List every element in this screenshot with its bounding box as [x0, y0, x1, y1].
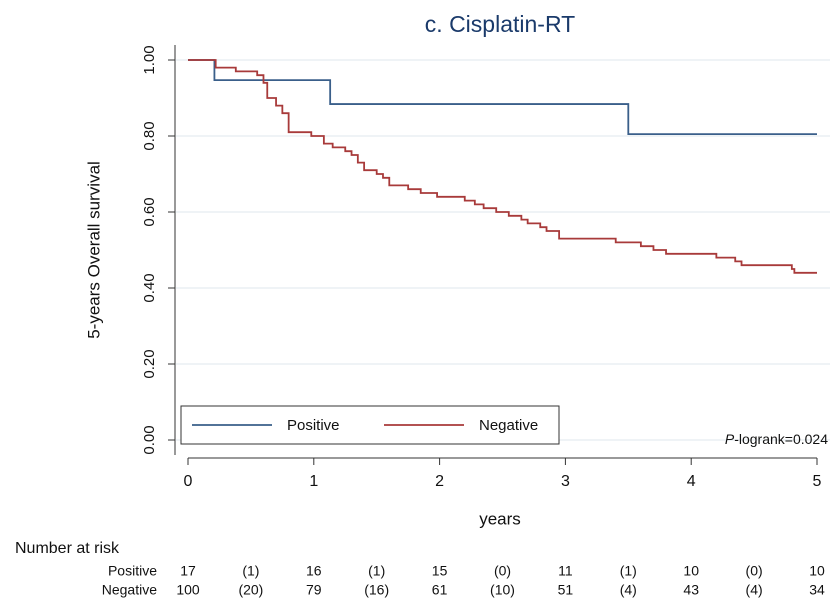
risk-cell: 79	[306, 582, 322, 598]
risk-cell: (20)	[238, 582, 263, 598]
x-tick-label: 1	[309, 473, 318, 490]
risk-cell: (4)	[746, 582, 763, 598]
x-tick-label: 5	[813, 473, 822, 490]
risk-cell: 43	[683, 582, 699, 598]
risk-cell: (4)	[620, 582, 637, 598]
legend-label: Negative	[479, 417, 538, 434]
risk-cell: 16	[306, 563, 322, 579]
risk-cell: (1)	[368, 563, 385, 579]
x-tick-label: 3	[561, 473, 570, 490]
y-tick-label: 0.00	[141, 425, 158, 454]
risk-cell: 15	[432, 563, 448, 579]
chart-title: c. Cisplatin-RT	[425, 11, 575, 37]
risk-cell: 10	[809, 563, 825, 579]
x-tick-label: 2	[435, 473, 444, 490]
y-tick-label: 0.20	[141, 349, 158, 378]
risk-row-label: Negative	[102, 582, 157, 598]
survival-curve	[188, 59, 817, 274]
x-tick-label: 4	[687, 473, 696, 490]
annotation-italic: P	[725, 431, 735, 447]
risk-cell: (0)	[494, 563, 511, 579]
y-tick-label: 1.00	[141, 45, 158, 74]
risk-cell: 51	[558, 582, 574, 598]
risk-cell: 100	[176, 582, 200, 598]
risk-cell: 11	[558, 563, 573, 579]
legend-label: Positive	[287, 417, 340, 434]
risk-cell: 17	[180, 563, 196, 579]
annotation-text: -logrank=0.024	[734, 431, 828, 447]
y-tick-label: 0.80	[141, 121, 158, 150]
risk-cell: 34	[809, 582, 825, 598]
y-tick-label: 0.40	[141, 273, 158, 302]
x-tick-label: 0	[184, 473, 193, 490]
risk-cell: (1)	[620, 563, 637, 579]
annotation: P-logrank=0.024	[725, 431, 828, 447]
x-axis-label: years	[479, 509, 521, 528]
risk-title: Number at risk	[15, 540, 120, 557]
risk-cell: (1)	[242, 563, 259, 579]
y-axis-label: 5-years Overall survival	[84, 161, 103, 339]
risk-row-label: Positive	[108, 563, 157, 579]
risk-cell: (10)	[490, 582, 515, 598]
risk-cell: 10	[683, 563, 699, 579]
risk-cell: 61	[432, 582, 448, 598]
risk-cell: (0)	[746, 563, 763, 579]
risk-cell: (16)	[364, 582, 389, 598]
survival-curve	[188, 59, 817, 135]
y-tick-label: 0.60	[141, 197, 158, 226]
